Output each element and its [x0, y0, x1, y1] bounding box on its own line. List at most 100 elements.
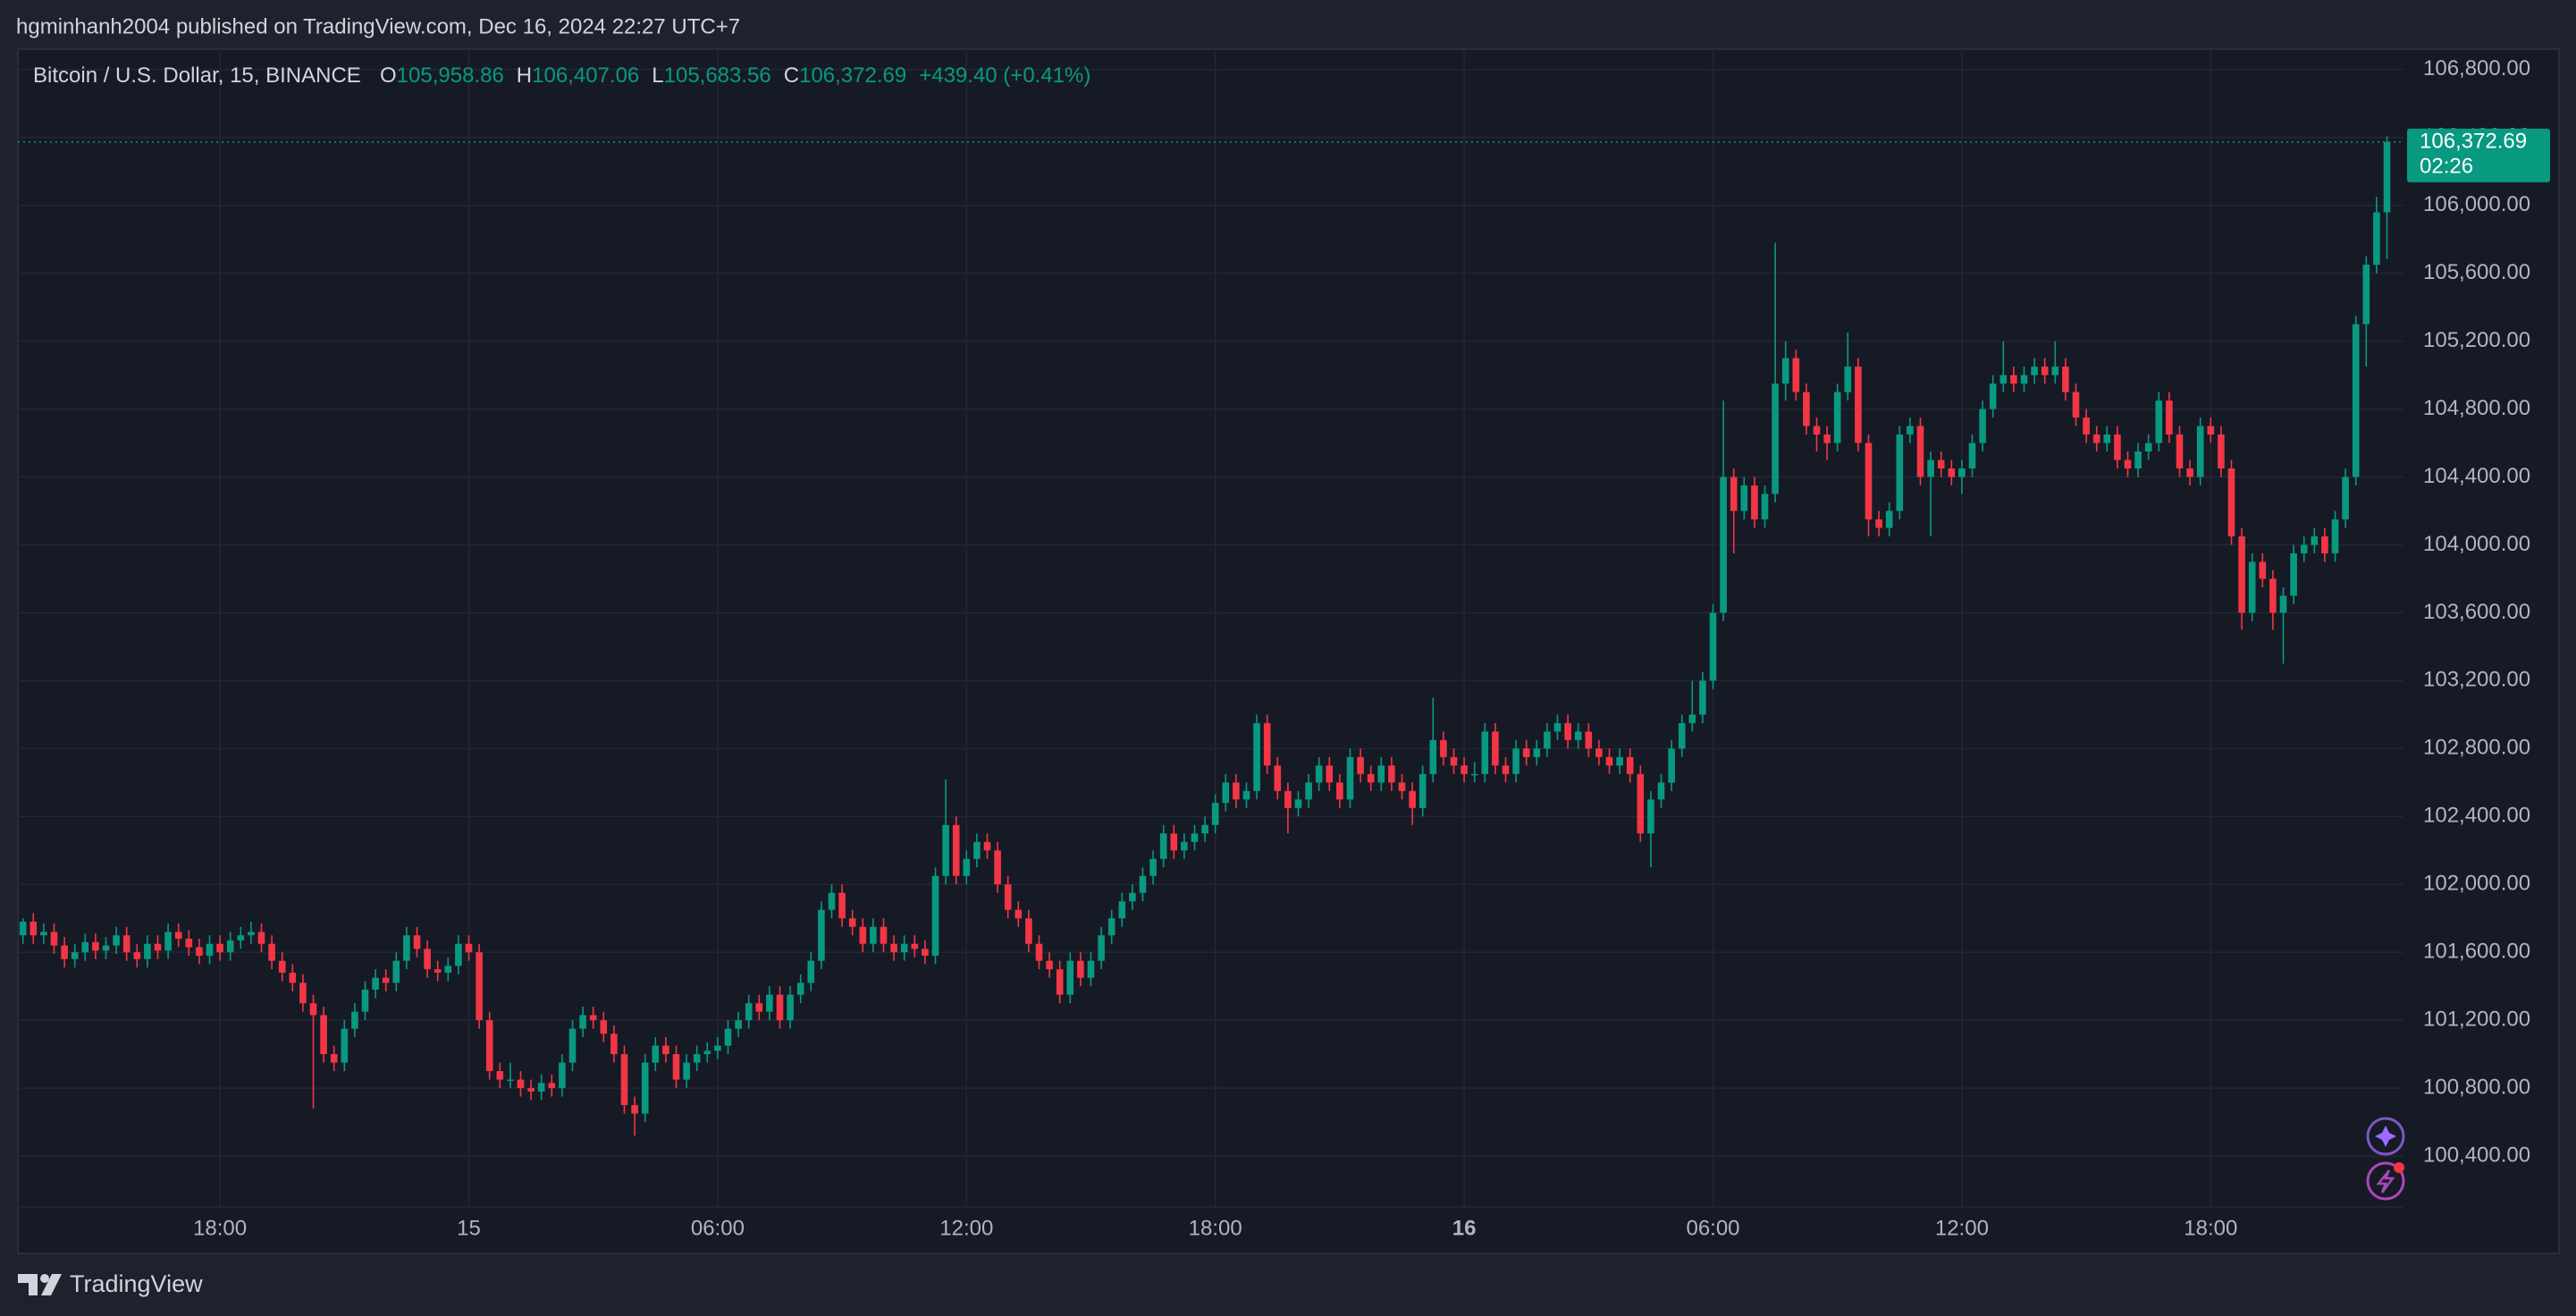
- candle-body: [40, 932, 47, 936]
- candle-body: [589, 1015, 597, 1021]
- candle-body: [102, 945, 110, 951]
- axes: 100,400.00 100,800.00 101,200.00 101,600.00…: [18, 56, 2550, 1240]
- candle-body: [1087, 960, 1095, 978]
- candle-body: [1979, 409, 1986, 443]
- candle-body: [299, 983, 307, 1004]
- candle-body: [1740, 485, 1748, 511]
- candle-body: [1357, 756, 1364, 774]
- candle-body: [2092, 434, 2100, 443]
- candle-body: [963, 858, 971, 876]
- candle-body: [1129, 892, 1136, 902]
- y-tick-label: 102,000.00: [2423, 872, 2530, 896]
- legend-key: O: [380, 63, 397, 88]
- candle-body: [2290, 553, 2297, 596]
- candle-body: [424, 949, 431, 970]
- candle-body: [1605, 756, 1613, 766]
- candle-body: [144, 943, 151, 959]
- candle-body: [870, 926, 877, 944]
- candle-body: [1233, 782, 1240, 800]
- candle-body: [1678, 722, 1686, 749]
- candle-body: [2010, 375, 2017, 384]
- x-tick-label: 16: [1452, 1216, 1477, 1240]
- candle-body: [1512, 748, 1520, 774]
- y-tick-label: 101,200.00: [2423, 1007, 2530, 1031]
- candle-body: [351, 1011, 358, 1029]
- candle-body: [1927, 460, 1934, 477]
- candle-body: [1481, 731, 1489, 774]
- candle-body: [559, 1062, 566, 1089]
- candle-body: [2269, 578, 2277, 613]
- candle-body: [226, 940, 234, 953]
- candle-body: [92, 941, 99, 951]
- candle-body: [2134, 451, 2142, 469]
- candle-body: [755, 1003, 763, 1012]
- candle-body: [900, 943, 908, 953]
- candle-body: [392, 960, 400, 983]
- candle-body: [1222, 782, 1230, 804]
- candle-body: [631, 1105, 638, 1114]
- candle-body: [1948, 468, 1956, 477]
- y-tick-label: 102,800.00: [2423, 736, 2530, 760]
- candle-body: [1688, 714, 1696, 723]
- candle-body: [268, 943, 275, 961]
- candle-body: [703, 1050, 711, 1055]
- candle-body: [787, 994, 794, 1021]
- candle-body: [1211, 803, 1219, 825]
- candle-body: [2103, 434, 2111, 443]
- candle-body: [1191, 833, 1199, 842]
- candle-body: [807, 960, 815, 983]
- candle-body: [859, 926, 867, 944]
- candle-body: [911, 943, 919, 949]
- candle-body: [1637, 773, 1645, 834]
- candle-body: [2062, 367, 2069, 392]
- candle-body: [1388, 765, 1395, 783]
- last-price-box: [2407, 128, 2550, 182]
- candle-body: [455, 943, 462, 966]
- candle-body: [652, 1045, 660, 1063]
- candle-body: [1885, 510, 1893, 528]
- candle-body: [361, 989, 369, 1012]
- candle-body: [122, 935, 130, 953]
- sparkle: [2375, 1126, 2396, 1147]
- candle-body: [1522, 748, 1530, 757]
- candle-body: [745, 1003, 753, 1021]
- last-price-label: 106,372.69: [2420, 129, 2527, 153]
- candle-body: [2176, 434, 2184, 469]
- candle-body: [81, 941, 89, 953]
- candle-body: [1409, 790, 1416, 808]
- candle-body: [1657, 782, 1665, 800]
- candle-body: [29, 921, 38, 936]
- candle-body: [766, 994, 773, 1012]
- candle-body: [278, 960, 286, 973]
- y-tick-label: 103,600.00: [2423, 600, 2530, 624]
- candle-body: [1999, 375, 2008, 384]
- legend-change: +439.40 (+0.41%): [919, 63, 1090, 88]
- y-tick-label: 105,200.00: [2423, 328, 2530, 352]
- candle-body: [1720, 477, 1727, 613]
- candle-body: [848, 918, 856, 927]
- candle-body: [476, 952, 483, 1021]
- x-tick-label: 15: [457, 1216, 481, 1240]
- legend-key: C: [784, 63, 799, 88]
- candle-body: [1014, 909, 1023, 919]
- candle-body: [61, 945, 68, 959]
- candle-body: [1077, 960, 1084, 978]
- candle-body: [2124, 460, 2132, 469]
- notification-dot: [2394, 1162, 2404, 1173]
- legend-value: 105,683.56: [664, 63, 771, 88]
- candle-body: [71, 952, 79, 959]
- candle-body: [2300, 544, 2308, 553]
- candle-body: [248, 932, 255, 936]
- candle-body: [1823, 434, 1831, 443]
- candle-body: [828, 892, 836, 910]
- candle-body: [2155, 401, 2163, 443]
- grid: [18, 49, 2403, 1207]
- assistant-icon[interactable]: [2366, 1117, 2405, 1156]
- candle-body: [382, 977, 390, 983]
- candle-body: [1792, 358, 1800, 392]
- candle-body: [1533, 748, 1541, 757]
- candle-body: [1149, 858, 1157, 876]
- candle-body: [507, 1079, 514, 1082]
- candle-body: [2083, 418, 2090, 435]
- alert-icon[interactable]: [2366, 1161, 2405, 1201]
